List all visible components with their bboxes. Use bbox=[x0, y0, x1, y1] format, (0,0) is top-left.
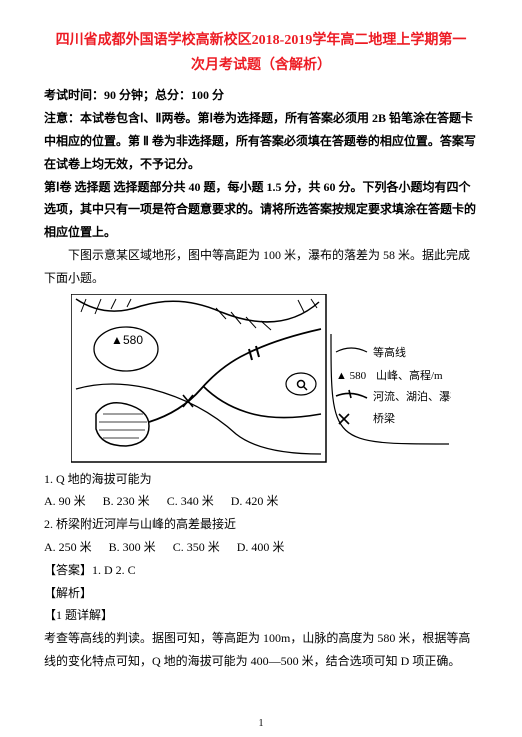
q2-choice-a: A. 250 米 bbox=[44, 540, 92, 554]
q1-text: 1. Q 地的海拔可能为 bbox=[44, 468, 478, 491]
exam-page: 四川省成都外国语学校高新校区2018-2019学年高二地理上学期第一 次月考试题… bbox=[0, 0, 522, 737]
section-head: 第Ⅰ卷 选择题 选择题部分共 40 题，每小题 1.5 分，共 60 分。下列各… bbox=[44, 176, 478, 244]
detail-body: 考查等高线的判读。据图可知，等高距为 100m，山脉的高度为 580 米，根据等… bbox=[44, 627, 478, 673]
map-figure: ▲ 580 bbox=[71, 294, 451, 464]
q2-choice-c: C. 350 米 bbox=[173, 540, 220, 554]
q1-choice-a: A. 90 米 bbox=[44, 494, 86, 508]
q1-choices: A. 90 米 B. 230 米 C. 340 米 D. 420 米 bbox=[44, 490, 478, 513]
detail-head: 【1 题详解】 bbox=[44, 604, 478, 627]
doc-title-line1: 四川省成都外国语学校高新校区2018-2019学年高二地理上学期第一 bbox=[44, 28, 478, 53]
q1-choice-c: C. 340 米 bbox=[167, 494, 214, 508]
answer-line: 【答案】1. D 2. C bbox=[44, 559, 478, 582]
q1-choice-d: D. 420 米 bbox=[231, 494, 279, 508]
legend-peak-sym: ▲ 580 bbox=[336, 370, 367, 382]
notice: 注意：本试卷包含Ⅰ、Ⅱ两卷。第Ⅰ卷为选择题，所有答案必须用 2B 铅笔涂在答题卡… bbox=[44, 107, 478, 175]
legend-peak-txt: 山峰、高程/m bbox=[376, 368, 443, 382]
legend-bridge: 桥梁 bbox=[373, 411, 395, 425]
legend-contour: 等高线 bbox=[373, 345, 406, 359]
svg-text:▲: ▲ bbox=[111, 333, 123, 347]
exam-meta: 考试时间：90 分钟；总分：100 分 bbox=[44, 84, 478, 107]
legend-water: 河流、湖泊、瀑布 bbox=[373, 389, 451, 403]
peak-label: 580 bbox=[123, 333, 143, 347]
page-number: 1 bbox=[0, 714, 522, 733]
q1-choice-b: B. 230 米 bbox=[103, 494, 150, 508]
q2-choices: A. 250 米 B. 300 米 C. 350 米 D. 400 米 bbox=[44, 536, 478, 559]
doc-title-line2: 次月考试题（含解析） bbox=[44, 53, 478, 78]
q2-text: 2. 桥梁附近河岸与山峰的高差最接近 bbox=[44, 513, 478, 536]
analysis-head: 【解析】 bbox=[44, 582, 478, 605]
q2-choice-b: B. 300 米 bbox=[109, 540, 156, 554]
question-stem: 下图示意某区域地形，图中等高距为 100 米，瀑布的落差为 58 米。据此完成下… bbox=[44, 244, 478, 290]
q2-choice-d: D. 400 米 bbox=[237, 540, 285, 554]
